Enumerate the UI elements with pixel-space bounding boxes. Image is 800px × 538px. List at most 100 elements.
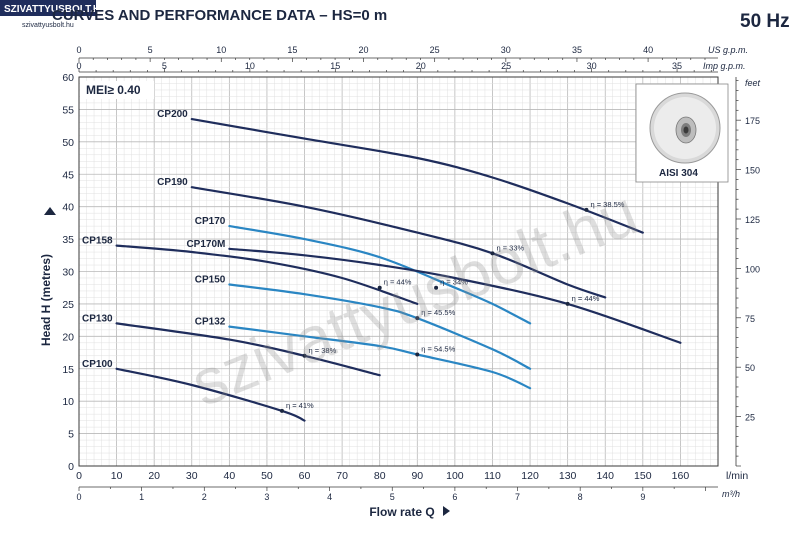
feet-tick-label: 150	[745, 166, 760, 176]
logo-subtext: szivattyusbolt.hu	[22, 22, 74, 29]
x-tick-label: 140	[596, 470, 614, 482]
feet-tick-label: 75	[745, 314, 755, 324]
y-axis-title: Head H (metres)	[39, 254, 53, 346]
chart-title: CURVES AND PERFORMANCE DATA – HS=0 m	[52, 7, 387, 24]
x-arrow-icon	[443, 506, 450, 516]
series-label-cp170m: CP170M	[186, 239, 225, 250]
efficiency-point-cp170	[434, 285, 439, 290]
y-tick-label: 30	[62, 267, 74, 279]
x-tick-label: 50	[261, 470, 273, 482]
series-line-cp150	[228, 283, 532, 370]
imp-gpm-tick-label: 5	[162, 61, 167, 71]
series-label-cp170: CP170	[195, 216, 226, 227]
series-label-cp200: CP200	[157, 109, 188, 120]
feet-tick-label: 100	[745, 264, 760, 274]
us-gpm-tick-label: 5	[148, 45, 153, 55]
x-tick-label: 80	[374, 470, 386, 482]
efficiency-point-cp100	[279, 408, 284, 413]
x-tick-label: 30	[186, 470, 198, 482]
series-label-cp132: CP132	[195, 317, 226, 328]
imp-gpm-tick-label: 15	[330, 61, 340, 71]
us-gpm-tick-label: 0	[76, 45, 81, 55]
y-tick-label: 55	[62, 104, 74, 116]
x-tick-label: 10	[111, 470, 123, 482]
imp-gpm-tick-label: 20	[416, 61, 426, 71]
grid-lines	[78, 76, 719, 467]
x-tick-label: 150	[634, 470, 652, 482]
feet-tick-label: 125	[745, 215, 760, 225]
efficiency-label-cp170m: η = 44%	[572, 294, 600, 303]
mei-text: MEI≥ 0.40	[86, 83, 141, 97]
efficiency-label-cp190: η = 33%	[496, 243, 524, 252]
y-tick-label: 15	[62, 364, 74, 376]
series-line-cp130	[115, 322, 381, 377]
logo-text: SZIVATTYUSBOLT.HU	[4, 4, 107, 15]
feet-tick-label: 25	[745, 413, 755, 423]
x-tick-label: 40	[224, 470, 236, 482]
us-gpm-tick-label: 10	[216, 45, 226, 55]
efficiency-label-cp158: η = 44%	[384, 278, 412, 287]
efficiency-point-cp190	[490, 251, 495, 256]
y-tick-label: 25	[62, 299, 74, 311]
m3h-tick-label: 0	[76, 492, 81, 502]
us-gpm-tick-label: 30	[501, 45, 511, 55]
series-label-cp100: CP100	[82, 359, 113, 370]
series-line-cp158	[115, 244, 419, 305]
imp-gpm-tick-label: 35	[672, 61, 682, 71]
m3h-tick-label: 3	[264, 492, 269, 502]
series-label-cp158: CP158	[82, 236, 113, 247]
efficiency-point-cp200	[584, 207, 589, 212]
x-tick-label: 160	[672, 470, 690, 482]
us-gpm-unit-label: US g.p.m.	[708, 45, 748, 55]
efficiency-label-cp100: η = 41%	[286, 401, 314, 410]
x-unit-label: l/min	[726, 470, 748, 482]
x-tick-label: 70	[336, 470, 348, 482]
efficiency-point-cp158	[377, 285, 382, 290]
y-arrow-icon	[44, 207, 56, 215]
m3h-tick-label: 4	[327, 492, 332, 502]
us-gpm-tick-label: 25	[430, 45, 440, 55]
m3h-tick-label: 8	[578, 492, 583, 502]
x-tick-label: 130	[559, 470, 577, 482]
feet-unit-label: feet	[745, 78, 761, 88]
m3h-tick-label: 2	[202, 492, 207, 502]
feet-tick-label: 50	[745, 363, 755, 373]
pump-curves: CP200 η = 38.5% CP190 η = 33% CP170 η = 34% CP…	[82, 109, 682, 422]
series-label-cp150: CP150	[195, 274, 226, 285]
us-gpm-tick-label: 40	[643, 45, 653, 55]
us-gpm-tick-label: 20	[359, 45, 369, 55]
series-line-cp100	[115, 367, 306, 422]
feet-tick-label: 175	[745, 116, 760, 126]
efficiency-point-cp130	[302, 353, 307, 358]
m3h-tick-label: 7	[515, 492, 520, 502]
series-label-cp130: CP130	[82, 313, 113, 324]
axes: 0 10 20 30 40 50 60 70 80 90 100 110 120 130 140 150 160…	[62, 45, 760, 502]
y-tick-label: 20	[62, 331, 74, 343]
y-tick-label: 35	[62, 234, 74, 246]
inset-label: AISI 304	[659, 168, 698, 179]
m3h-tick-label: 9	[640, 492, 645, 502]
y-tick-label: 50	[62, 137, 74, 149]
efficiency-label-cp200: η = 38.5%	[590, 200, 624, 209]
efficiency-label-cp170: η = 34%	[440, 278, 468, 287]
imp-gpm-tick-label: 25	[501, 61, 511, 71]
x-tick-label: 110	[484, 470, 501, 482]
y-tick-label: 45	[62, 169, 74, 181]
x-tick-label: 100	[446, 470, 464, 482]
y-tick-label: 10	[62, 396, 74, 408]
y-tick-label: 0	[68, 461, 74, 473]
m3h-unit-label: m³/h	[722, 489, 740, 499]
y-tick-label: 60	[62, 72, 74, 84]
series-line-cp132	[228, 325, 532, 390]
pump-image-icon	[649, 92, 721, 164]
m3h-tick-label: 6	[452, 492, 457, 502]
y-tick-label: 40	[62, 202, 74, 214]
x-tick-label: 120	[521, 470, 539, 482]
series-line-cp200	[190, 118, 644, 234]
series-label-cp190: CP190	[157, 177, 188, 188]
y-tick-label: 5	[68, 429, 74, 441]
imp-gpm-unit-label: Imp g.p.m.	[703, 61, 746, 71]
m3h-tick-label: 5	[390, 492, 395, 502]
mei-badge-background	[80, 81, 154, 99]
